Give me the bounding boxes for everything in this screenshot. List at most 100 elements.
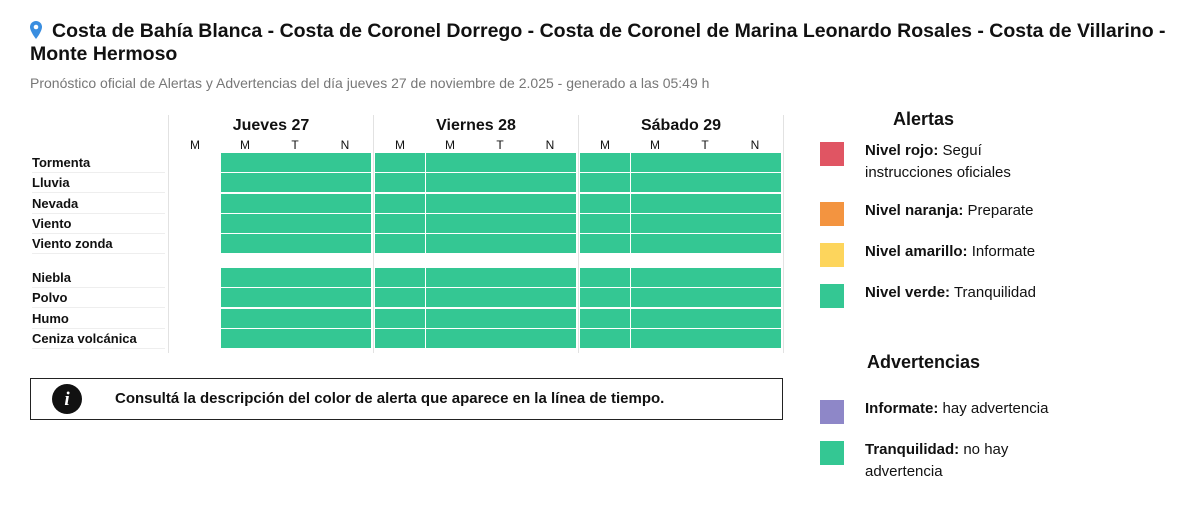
status-cell [681,193,731,213]
status-cell [321,193,371,213]
status-cell [426,288,476,308]
legend-label: Nivel verde: [865,284,951,301]
status-cell [426,173,476,193]
status-cell [271,193,321,213]
status-cell [375,213,425,233]
status-cell [631,308,681,328]
status-cell [631,153,681,172]
status-cell [476,234,526,254]
row-label: Polvo [32,288,165,309]
status-cell [221,234,271,254]
status-cell [321,308,371,328]
status-cell [221,173,271,193]
status-cell [476,268,526,287]
status-cell [681,268,731,287]
legend-text: Nivel naranja: Preparate [865,200,1055,222]
row-label: Ceniza volcánica [32,329,165,349]
status-cell [631,268,681,287]
legend-swatch [820,400,844,424]
status-cell [580,193,630,213]
status-cell [681,288,731,308]
legend-label: Informate: [865,400,939,417]
row-label: Niebla [32,268,165,288]
status-cell [580,288,630,308]
status-cell [476,288,526,308]
status-cell [526,234,576,254]
status-cell [271,213,321,233]
status-cell [526,288,576,308]
status-cell [526,328,576,348]
status-cell [476,328,526,348]
status-cell [476,173,526,193]
status-cell [221,193,271,213]
period-label: M [190,138,200,152]
status-cell [731,308,781,328]
status-cell [731,153,781,172]
day-header: Sábado 29 [640,117,722,134]
column-divider [783,115,784,353]
status-cell [271,288,321,308]
info-note: i Consultá la descripción del color de a… [30,378,783,420]
period-label: N [545,138,555,152]
row-label: Lluvia [32,173,165,194]
legend-description: Informate [971,243,1036,260]
status-cell [271,153,321,172]
period-label: M [650,138,660,152]
status-cell [580,268,630,287]
legend-label: Nivel naranja: [865,202,964,219]
legend-swatch [820,142,844,166]
legend-heading: Advertencias [867,352,981,372]
period-label: M [445,138,455,152]
status-cell [271,234,321,254]
status-cell [426,234,476,254]
status-cell [375,288,425,308]
status-cell [375,173,425,193]
legend-heading: Alertas [893,109,955,129]
status-cell [375,193,425,213]
status-cell [426,328,476,348]
column-divider [168,115,169,353]
status-cell [221,308,271,328]
row-label: Tormenta [32,153,165,173]
period-label: N [340,138,350,152]
legend-label: Nivel rojo: [865,142,939,159]
legend-description: hay advertencia [942,400,1049,417]
note-text: Consultá la descripción del color de ale… [115,390,665,407]
status-cell [526,173,576,193]
legend-description: Seguí instrucciones oficiales [865,142,1011,181]
status-cell [321,213,371,233]
period-label: T [701,138,709,152]
row-label: Humo [32,309,165,329]
status-cell [375,328,425,348]
period-label: M [600,138,610,152]
legend-label: Tranquilidad: [865,441,960,458]
status-cell [426,308,476,328]
status-cell [631,234,681,254]
status-cell [731,213,781,233]
legend-text: Nivel amarillo: Informate [865,241,1055,263]
status-cell [526,268,576,287]
period-label: M [395,138,405,152]
status-cell [321,268,371,287]
status-cell [731,288,781,308]
status-cell [271,173,321,193]
status-cell [580,173,630,193]
status-cell [321,328,371,348]
status-cell [271,328,321,348]
row-label: Viento zonda [32,234,165,255]
status-cell [681,213,731,233]
legend-label: Nivel amarillo: [865,243,968,260]
column-divider [578,115,579,353]
status-cell [426,153,476,172]
subtitle: Pronóstico oficial de Alertas y Adverten… [30,75,710,91]
status-cell [426,213,476,233]
status-cell [631,288,681,308]
status-cell [426,268,476,287]
legend-text: Nivel verde: Tranquilidad [865,282,1055,304]
status-cell [731,193,781,213]
status-cell [221,213,271,233]
status-cell [221,328,271,348]
status-cell [526,153,576,172]
status-cell [681,328,731,348]
